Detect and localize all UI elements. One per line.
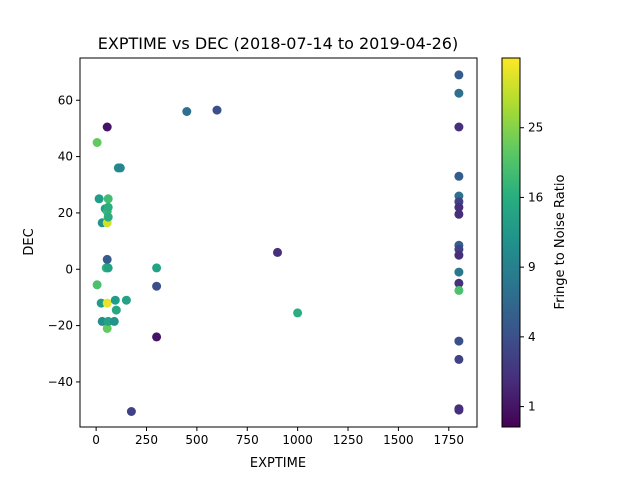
- x-tick-label: 250: [135, 433, 158, 447]
- scatter-point: [103, 212, 113, 222]
- scatter-point: [103, 194, 113, 204]
- colorbar-tick-label: 4: [528, 330, 536, 344]
- colorbar-ticks: 1 4 9 16 25: [520, 121, 543, 414]
- y-tick-label: 60: [58, 93, 73, 107]
- scatter-point: [109, 316, 119, 326]
- scatter-point: [102, 254, 112, 264]
- scatter-point: [121, 295, 131, 305]
- x-tick-label: 500: [185, 433, 208, 447]
- y-axis-ticks: −40 −20 0 20 40 60: [48, 93, 80, 389]
- scatter-point: [454, 202, 464, 212]
- scatter-point: [454, 209, 464, 219]
- scatter-point: [152, 263, 162, 273]
- scatter-point: [111, 305, 121, 315]
- scatter-point: [103, 202, 113, 212]
- x-tick-label: 1500: [383, 433, 414, 447]
- scatter-point: [103, 263, 113, 273]
- scatter-point: [454, 171, 464, 181]
- scatter-point: [454, 285, 464, 295]
- scatter-point: [102, 298, 112, 308]
- colorbar: [501, 57, 521, 428]
- scatter-point: [454, 405, 464, 415]
- scatter-point: [454, 250, 464, 260]
- scatter-point: [454, 267, 464, 277]
- scatter-point: [126, 407, 136, 416]
- x-tick-label: 1750: [434, 433, 465, 447]
- data-points: [92, 70, 464, 416]
- y-tick-label: −40: [48, 375, 73, 389]
- plot-area: [79, 57, 478, 428]
- scatter-point: [110, 295, 120, 305]
- y-tick-label: 20: [58, 206, 73, 220]
- y-axis-label: DEC: [22, 228, 37, 255]
- colorbar-tick-label: 25: [528, 121, 543, 135]
- scatter-point: [152, 332, 162, 342]
- scatter-point: [454, 88, 464, 98]
- scatter-point: [454, 70, 464, 80]
- chart-title: EXPTIME vs DEC (2018-07-14 to 2019-04-26…: [98, 34, 458, 53]
- scatter-point: [293, 308, 303, 318]
- x-tick-label: 1000: [282, 433, 313, 447]
- x-tick-label: 1250: [333, 433, 364, 447]
- scatter-point: [102, 122, 112, 132]
- scatter-point: [92, 280, 102, 290]
- scatter-point: [454, 278, 464, 288]
- colorbar-tick-label: 16: [528, 190, 543, 204]
- y-tick-label: 0: [65, 262, 73, 276]
- scatter-point: [94, 194, 104, 204]
- colorbar-tick-label: 1: [528, 400, 536, 414]
- scatter-point: [92, 138, 102, 147]
- scatter-point: [454, 122, 464, 132]
- colorbar-label: Fringe to Noise Ratio: [553, 175, 568, 310]
- x-tick-label: 0: [92, 433, 100, 447]
- x-axis-label: EXPTIME: [250, 456, 306, 471]
- scatter-point: [273, 247, 282, 257]
- scatter-point: [152, 281, 162, 291]
- colorbar-tick-label: 9: [528, 260, 536, 274]
- scatter-point: [115, 163, 125, 173]
- scatter-point: [454, 336, 464, 346]
- scatter-point: [182, 107, 192, 116]
- y-tick-label: −20: [48, 319, 73, 333]
- scatter-point: [454, 354, 464, 364]
- y-tick-label: 40: [58, 150, 73, 164]
- scatter-point: [212, 105, 222, 115]
- x-tick-label: 750: [236, 433, 259, 447]
- x-axis-ticks: 0 250 500 750 1000 1250 1500 1750: [92, 427, 464, 447]
- scatter-point: [102, 323, 112, 333]
